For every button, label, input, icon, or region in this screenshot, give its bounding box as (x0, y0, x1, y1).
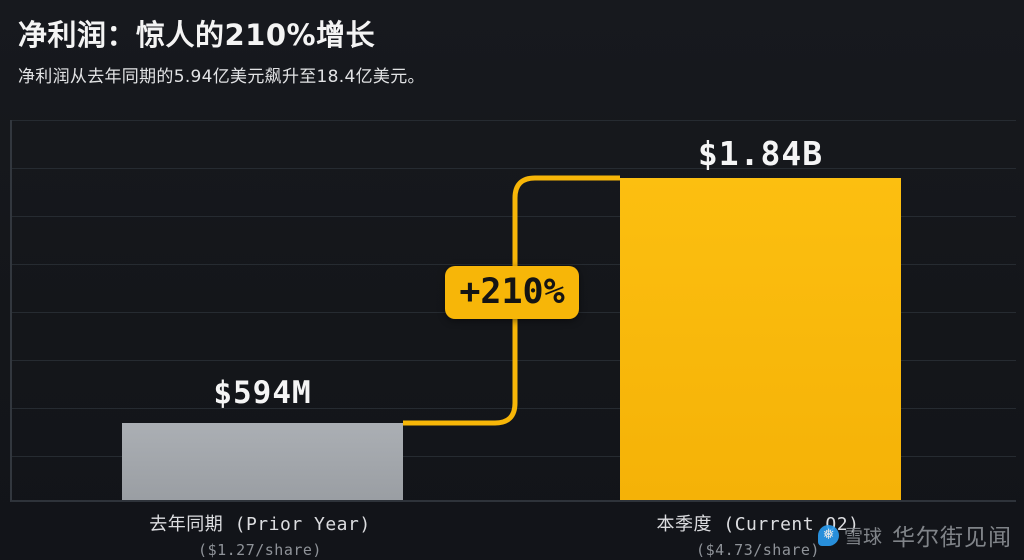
page-title: 净利润：惊人的210%增长 (18, 18, 376, 52)
prior-year-category: 去年同期 (Prior Year) (149, 514, 371, 535)
prior-year-value-label: $594M (213, 375, 312, 411)
current-quarter-category: 本季度 (Current Q2) (656, 514, 860, 535)
current-quarter-value-label: $1.84B (697, 134, 824, 173)
current-quarter-bar (620, 178, 901, 500)
watermark-xueqiu: 雪球 (843, 525, 882, 548)
current-quarter-axis-label: 本季度 (Current Q2) ($4.73/share) (578, 510, 938, 559)
xueqiu-logo-icon: ❅ (817, 524, 839, 546)
growth-percentage-badge: +210% (445, 266, 579, 319)
page-subtitle: 净利润从去年同期的5.94亿美元飙升至18.4亿美元。 (18, 67, 425, 87)
watermark-wallstreetcn: 华尔街见闻 (892, 525, 1012, 551)
prior-year-axis-label: 去年同期 (Prior Year) ($1.27/share) (80, 510, 440, 559)
current-quarter-per-share: ($4.73/share) (696, 541, 820, 559)
prior-year-bar (122, 423, 403, 500)
prior-year-per-share: ($1.27/share) (198, 541, 322, 559)
bar-chart: $594M $1.84B +210% (10, 120, 1016, 502)
watermark: ❅ 雪球 华尔街见闻 (817, 518, 1012, 552)
